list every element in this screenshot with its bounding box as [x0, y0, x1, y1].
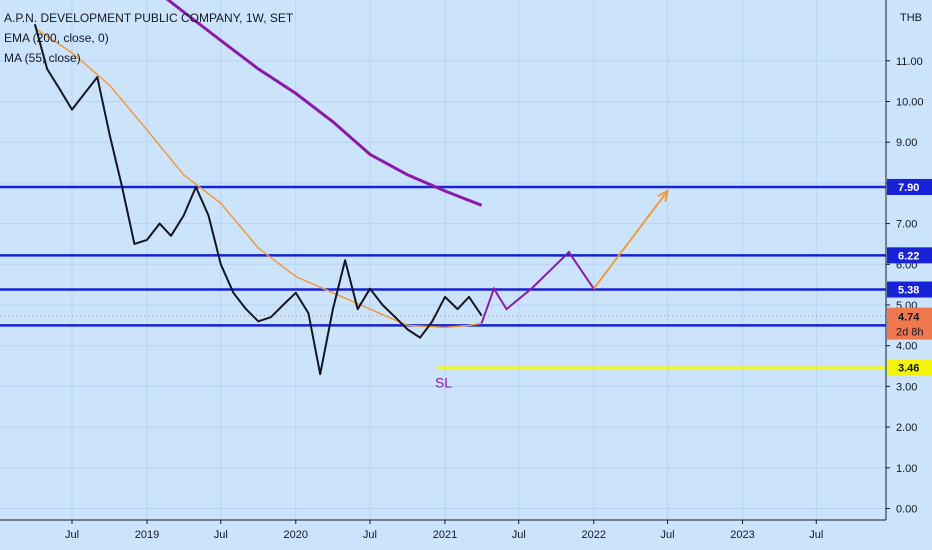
stop-loss-tag-box: [887, 359, 932, 376]
stop-loss-tag-text: 3.46: [898, 363, 919, 375]
x-tick-label: 2022: [581, 529, 605, 541]
y-tick-label: 3.00: [896, 381, 917, 393]
chart-title: A.P.N. DEVELOPMENT PUBLIC COMPANY, 1W, S…: [4, 11, 294, 25]
ema200-line[interactable]: [147, 0, 483, 207]
currency-label[interactable]: THB: [900, 12, 922, 24]
y-tick-label: 10.00: [896, 97, 924, 109]
x-tick-label: 2023: [730, 529, 754, 541]
x-tick-label: 2020: [284, 529, 308, 541]
y-tick-label: 9.00: [896, 137, 917, 149]
price-line[interactable]: [33, 23, 483, 376]
x-tick-label: 2019: [135, 529, 159, 541]
x-tick-label: Jul: [512, 529, 526, 541]
legend-ma55[interactable]: MA (55, close): [4, 51, 81, 65]
stop-loss-text: SL: [435, 375, 452, 391]
y-tick-label: 11.00: [896, 56, 923, 68]
current-price-tag-text: 4.74: [898, 312, 920, 324]
projection-orange[interactable]: [592, 190, 669, 290]
x-tick-label: Jul: [363, 529, 377, 541]
x-tick-label: Jul: [65, 529, 79, 541]
x-tick-label: Jul: [214, 529, 228, 541]
level-tag-text: 7.90: [898, 182, 919, 194]
grid: [0, 0, 886, 520]
level-tag-text: 6.22: [898, 250, 919, 262]
level-tag-box: [887, 281, 932, 298]
legend-ema200[interactable]: EMA (200, close, 0): [4, 31, 109, 45]
y-tick-label: 2.00: [896, 422, 917, 434]
level-tag-text: 5.38: [898, 285, 919, 297]
x-tick-label: Jul: [660, 529, 674, 541]
x-tick-label: 2021: [433, 529, 457, 541]
level-tag-box: [887, 178, 932, 195]
horizontal-levels: SL: [0, 185, 886, 391]
x-tick-label: Jul: [809, 529, 823, 541]
y-tick-label: 4.00: [896, 341, 917, 353]
y-tick-label: 7.00: [896, 219, 917, 231]
level-tag-box: [887, 247, 932, 264]
projection-orange-arrowhead: [657, 189, 669, 202]
current-price-tag-subtext: 2d 8h: [896, 327, 924, 339]
projection-purple[interactable]: [480, 250, 595, 324]
y-tick-label: 0.00: [896, 504, 917, 516]
projection-arrows: [480, 189, 669, 324]
time-axis[interactable]: Jul 2019 Jul 2020 Jul 2021 Jul 2022 Jul 2023 Jul: [65, 520, 823, 541]
current-price-tag-box: [887, 307, 932, 340]
series-layer: [33, 0, 483, 376]
ma55-line[interactable]: [34, 27, 482, 329]
y-tick-label: 1.00: [896, 463, 917, 475]
